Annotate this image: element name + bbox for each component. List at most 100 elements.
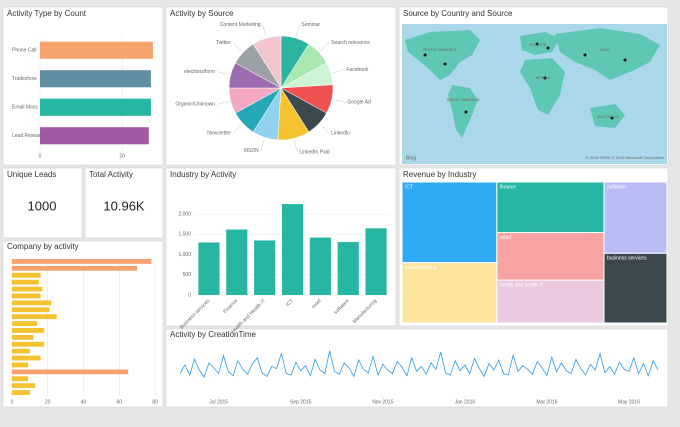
chart-title: Company by activity: [7, 242, 79, 251]
continent: [590, 104, 625, 128]
x-tick-label: ICT: [285, 298, 295, 308]
bar: [12, 286, 43, 292]
leader-line: [217, 101, 229, 105]
x-tick-label: 0: [39, 153, 42, 159]
leader-line: [232, 124, 242, 134]
bar: [12, 376, 29, 382]
y-tick-label: 1,500: [178, 232, 191, 238]
line: [179, 350, 659, 379]
map-label: AUSTRALIA: [597, 114, 620, 119]
panel: [165, 328, 669, 408]
slice-label: LinkedIn Paid: [299, 149, 330, 155]
continent: [448, 85, 478, 138]
y-tick-label: Tradeshow: [12, 76, 37, 82]
bar: [12, 328, 45, 333]
chart-title: Activity by Source: [170, 9, 234, 18]
y-tick-label: Phone Call: [12, 48, 36, 54]
bar: [12, 334, 34, 340]
x-tick-label: Nov 2015: [372, 399, 394, 405]
slice-label: Google Ad: [347, 100, 371, 106]
x-tick-label: Jan 2016: [455, 399, 476, 405]
x-tick-label: 20: [119, 153, 125, 159]
x-tick-label: 40: [81, 399, 87, 405]
chart-title: Source by Country and Source: [403, 9, 513, 18]
map-point: [423, 53, 427, 57]
leader-line: [332, 69, 345, 74]
bar: [12, 341, 45, 347]
continent: [520, 58, 565, 115]
leader-line: [262, 24, 267, 37]
map-point: [610, 116, 614, 120]
leader-line: [333, 99, 346, 103]
slice-label: Newsletter: [207, 131, 231, 137]
y-tick-label: 1,000: [178, 252, 191, 258]
x-tick-label: 0: [11, 399, 14, 405]
chart-title: Activity by CreationTime: [170, 330, 257, 339]
card-value: 10.96K: [103, 198, 145, 213]
map-point: [535, 42, 539, 46]
cell-label: business services: [607, 256, 647, 262]
slice-label: LinkedIn: [331, 131, 350, 137]
bar: [12, 321, 38, 326]
map-logo: Bing: [406, 155, 416, 161]
treemap-cell: [496, 231, 605, 281]
cell-label: health and health IT: [500, 282, 544, 288]
map-label: SOUTH AMERICA: [446, 97, 479, 102]
bar: [12, 265, 138, 271]
card-value: 1000: [28, 198, 57, 213]
leader-line: [320, 124, 330, 134]
leader-line: [260, 139, 265, 151]
chart-title: Revenue by Industry: [403, 170, 476, 179]
leader-line: [320, 42, 330, 52]
leader-line: [295, 24, 300, 37]
bar: [12, 279, 39, 285]
map-attribution: © 2018 HERE © 2018 Microsoft Corporation: [585, 155, 664, 160]
slice-label: Search relevance: [331, 40, 370, 46]
map-point: [623, 58, 627, 62]
x-tick-label: retail: [311, 298, 323, 310]
bar: [254, 240, 276, 295]
map-point: [543, 76, 547, 80]
map-label: NORTH AMERICA: [423, 47, 457, 52]
chart-title: Industry by Activity: [170, 170, 236, 179]
bar: [12, 390, 30, 395]
continent: [520, 32, 560, 55]
continent: [555, 28, 660, 80]
bar: [12, 362, 29, 368]
bar: [40, 127, 149, 145]
treemap-cell: [401, 181, 498, 264]
bar: [12, 259, 152, 264]
map-point: [546, 46, 550, 50]
bar: [40, 70, 151, 88]
bar: [12, 307, 50, 313]
map-point: [464, 110, 468, 114]
slice-label: elections/form: [184, 69, 215, 75]
bar: [40, 98, 151, 116]
x-tick-label: May 2016: [618, 399, 640, 405]
slice-label: Twitter: [216, 40, 231, 46]
bar: [365, 228, 387, 295]
y-tick-label: Email Mass: [12, 105, 38, 111]
bar: [309, 237, 331, 295]
y-tick-label: 2,000: [178, 211, 191, 217]
treemap-cell: [401, 262, 498, 324]
y-tick-label: 500: [183, 272, 192, 278]
leader-line: [232, 42, 242, 52]
cell-label: software: [607, 184, 626, 190]
slice-label: MSDN: [244, 148, 259, 154]
bar: [12, 383, 36, 389]
cell-label: ICT: [405, 184, 413, 190]
bar: [226, 229, 248, 295]
x-tick-label: 60: [116, 399, 122, 405]
map-label: AFRICA: [536, 75, 551, 80]
bar: [12, 369, 129, 375]
treemap-cell: [496, 279, 605, 324]
panel: [84, 167, 164, 239]
x-tick-label: Jul 2015: [209, 399, 228, 405]
card-label: Unique Leads: [7, 170, 56, 179]
bar: [12, 355, 41, 361]
bar: [12, 272, 41, 278]
cell-label: finance: [500, 184, 516, 190]
map-label: EUROPE: [530, 42, 547, 47]
